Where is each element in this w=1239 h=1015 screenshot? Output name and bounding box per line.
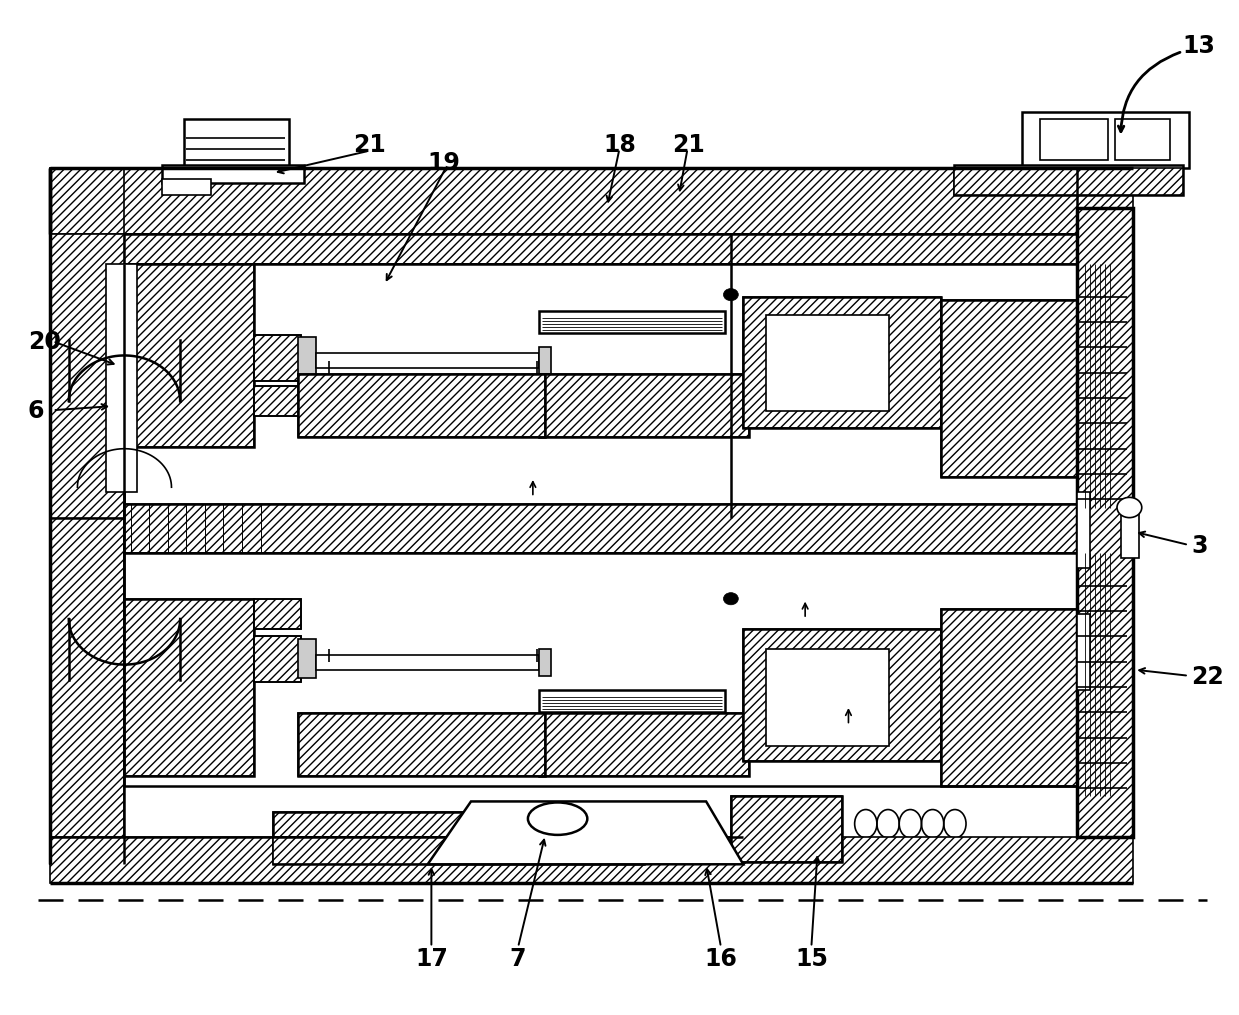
Text: 22: 22 bbox=[1191, 665, 1224, 689]
Bar bbox=[297, 374, 545, 436]
Text: 20: 20 bbox=[28, 330, 61, 354]
Bar bbox=[297, 714, 545, 776]
Bar bbox=[539, 311, 725, 333]
Bar bbox=[51, 167, 1134, 233]
Bar bbox=[1078, 208, 1134, 837]
Bar bbox=[1078, 208, 1134, 837]
Bar bbox=[161, 179, 211, 195]
Text: 16: 16 bbox=[705, 947, 737, 970]
Bar bbox=[124, 264, 254, 447]
Bar bbox=[297, 337, 316, 376]
Bar bbox=[254, 335, 301, 381]
Bar bbox=[183, 120, 289, 167]
Bar bbox=[124, 599, 254, 776]
Text: 18: 18 bbox=[603, 133, 636, 156]
Bar bbox=[1041, 120, 1109, 159]
Bar bbox=[297, 714, 545, 776]
Bar bbox=[1115, 120, 1171, 159]
Text: 21: 21 bbox=[673, 133, 705, 156]
Bar bbox=[539, 690, 725, 713]
Bar bbox=[1078, 264, 1127, 508]
Bar bbox=[954, 167, 1182, 195]
Bar bbox=[254, 335, 301, 381]
Bar bbox=[766, 315, 890, 411]
Bar bbox=[942, 609, 1078, 787]
Bar bbox=[539, 347, 551, 374]
Bar bbox=[942, 609, 1078, 787]
Bar bbox=[766, 650, 890, 746]
Bar bbox=[273, 837, 644, 865]
Bar bbox=[124, 233, 1078, 264]
Bar bbox=[743, 296, 942, 428]
Bar bbox=[942, 299, 1078, 477]
Bar bbox=[539, 714, 750, 776]
Ellipse shape bbox=[528, 803, 587, 835]
Circle shape bbox=[724, 593, 738, 605]
Bar bbox=[316, 656, 539, 670]
Bar bbox=[51, 233, 124, 518]
Circle shape bbox=[1118, 497, 1142, 518]
Bar bbox=[539, 374, 750, 436]
Text: 17: 17 bbox=[415, 947, 447, 970]
Polygon shape bbox=[427, 802, 743, 865]
Bar bbox=[51, 233, 124, 518]
Bar bbox=[1022, 113, 1188, 167]
Bar bbox=[124, 504, 1078, 553]
Bar bbox=[124, 553, 1078, 787]
Bar bbox=[297, 639, 316, 678]
Bar bbox=[51, 837, 1134, 882]
Circle shape bbox=[724, 288, 738, 300]
Text: 3: 3 bbox=[1191, 534, 1208, 558]
Bar bbox=[1078, 553, 1127, 797]
Bar bbox=[297, 374, 545, 436]
Bar bbox=[124, 264, 1078, 518]
Bar bbox=[124, 264, 892, 294]
Text: 7: 7 bbox=[509, 947, 527, 970]
Bar bbox=[273, 812, 508, 837]
Bar bbox=[105, 264, 136, 492]
Bar bbox=[942, 299, 1078, 477]
Text: 13: 13 bbox=[1182, 35, 1215, 58]
Bar bbox=[124, 264, 254, 447]
Bar bbox=[743, 629, 942, 761]
Bar bbox=[539, 374, 750, 436]
Bar bbox=[254, 599, 301, 629]
Bar bbox=[743, 629, 942, 761]
Bar bbox=[124, 264, 892, 294]
Text: 21: 21 bbox=[353, 133, 385, 156]
Bar bbox=[51, 167, 124, 865]
Text: 15: 15 bbox=[795, 947, 828, 970]
Bar bbox=[161, 164, 304, 183]
Text: 6: 6 bbox=[28, 399, 45, 423]
Bar bbox=[254, 386, 301, 416]
Bar bbox=[254, 599, 301, 629]
Bar bbox=[254, 636, 301, 682]
Bar bbox=[539, 650, 551, 676]
Bar bbox=[273, 837, 644, 865]
Bar bbox=[731, 797, 843, 863]
Bar bbox=[1121, 502, 1140, 558]
Bar bbox=[124, 599, 254, 776]
Bar bbox=[273, 812, 508, 837]
Bar bbox=[254, 386, 301, 416]
Bar bbox=[731, 797, 843, 863]
Bar bbox=[539, 714, 750, 776]
Bar bbox=[1078, 492, 1090, 568]
Bar bbox=[254, 636, 301, 682]
Bar bbox=[954, 164, 1182, 195]
Bar bbox=[316, 353, 539, 367]
Bar bbox=[1078, 614, 1090, 690]
Text: 19: 19 bbox=[427, 151, 460, 175]
Bar bbox=[743, 296, 942, 428]
Bar bbox=[124, 504, 1078, 553]
